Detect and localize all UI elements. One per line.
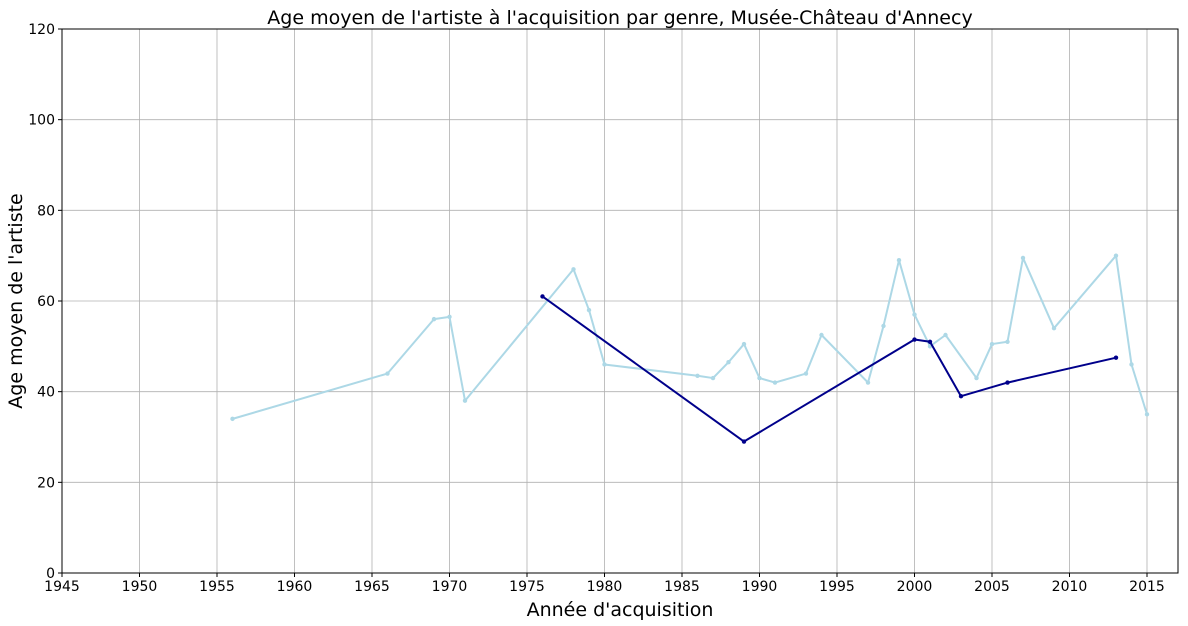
series-2 bbox=[540, 294, 1119, 444]
data-point bbox=[974, 375, 979, 381]
data-point bbox=[726, 360, 731, 365]
data-point bbox=[741, 341, 747, 347]
x-tick-label: 1990 bbox=[742, 579, 778, 595]
data-point bbox=[989, 341, 995, 347]
data-point bbox=[1005, 339, 1010, 344]
x-axis-label: Année d'acquisition bbox=[527, 599, 714, 621]
data-point bbox=[819, 332, 824, 338]
grid bbox=[61, 28, 1178, 574]
y-tick-label: 0 bbox=[46, 566, 55, 582]
data-point bbox=[1051, 326, 1057, 331]
data-point bbox=[230, 416, 235, 422]
series-line bbox=[232, 254, 1148, 420]
data-point bbox=[1144, 412, 1150, 417]
x-tick-label: 1985 bbox=[664, 579, 700, 595]
data-point bbox=[462, 398, 468, 403]
y-tick-label: 80 bbox=[37, 203, 55, 219]
data-point bbox=[1020, 255, 1026, 261]
data-point bbox=[540, 294, 545, 299]
y-tick-label: 60 bbox=[37, 294, 55, 310]
x-tick-label: 1965 bbox=[354, 579, 390, 595]
chart-title: Age moyen de l'artiste à l'acquisition p… bbox=[267, 7, 972, 29]
data-point bbox=[757, 375, 762, 381]
x-tick-label: 2010 bbox=[1052, 579, 1088, 595]
x-tick-label: 2000 bbox=[897, 579, 933, 595]
x-tick-label: 2015 bbox=[1129, 579, 1165, 595]
data-point bbox=[927, 339, 933, 344]
data-point bbox=[602, 362, 607, 367]
x-axis: 1945 1950 1955 1960 1965 1970 1975 1980 1985 1990… bbox=[44, 573, 1165, 595]
data-point bbox=[943, 332, 948, 338]
x-tick-label: 1950 bbox=[122, 579, 158, 595]
x-tick-label: 1995 bbox=[819, 579, 855, 595]
data-point bbox=[1129, 362, 1134, 367]
y-axis-label: Age moyen de l'artiste bbox=[5, 193, 27, 408]
x-tick-label: 2005 bbox=[974, 579, 1010, 595]
data-point bbox=[447, 314, 452, 320]
data-point bbox=[1113, 355, 1119, 360]
y-tick-label: 20 bbox=[37, 475, 55, 491]
x-tick-label: 1975 bbox=[509, 579, 545, 595]
y-axis: 0 20 40 60 80 100 120 bbox=[28, 22, 62, 582]
data-point bbox=[710, 375, 716, 381]
data-point bbox=[586, 307, 592, 313]
data-point bbox=[912, 312, 917, 317]
data-point bbox=[958, 394, 964, 399]
data-point bbox=[1005, 380, 1010, 385]
x-tick-label: 1955 bbox=[199, 579, 235, 595]
data-point bbox=[772, 380, 778, 385]
data-point bbox=[881, 323, 886, 329]
data-point bbox=[431, 316, 437, 322]
x-tick-label: 1970 bbox=[432, 579, 468, 595]
y-tick-label: 40 bbox=[37, 385, 55, 401]
data-point bbox=[741, 439, 747, 444]
data-point bbox=[385, 371, 390, 376]
x-tick-label: 1945 bbox=[44, 579, 80, 595]
data-point bbox=[571, 267, 576, 272]
x-tick-label: 1960 bbox=[277, 579, 313, 595]
x-tick-label: 1980 bbox=[587, 579, 623, 595]
data-point bbox=[865, 380, 871, 385]
data-point bbox=[896, 258, 902, 263]
data-point bbox=[1113, 253, 1119, 258]
series-group bbox=[230, 253, 1150, 444]
y-tick-label: 100 bbox=[28, 113, 55, 129]
series-1 bbox=[230, 253, 1150, 422]
y-tick-label: 120 bbox=[28, 22, 55, 38]
data-point bbox=[912, 337, 917, 342]
series-line bbox=[541, 295, 1117, 443]
data-point bbox=[803, 371, 809, 376]
data-point bbox=[695, 373, 700, 378]
